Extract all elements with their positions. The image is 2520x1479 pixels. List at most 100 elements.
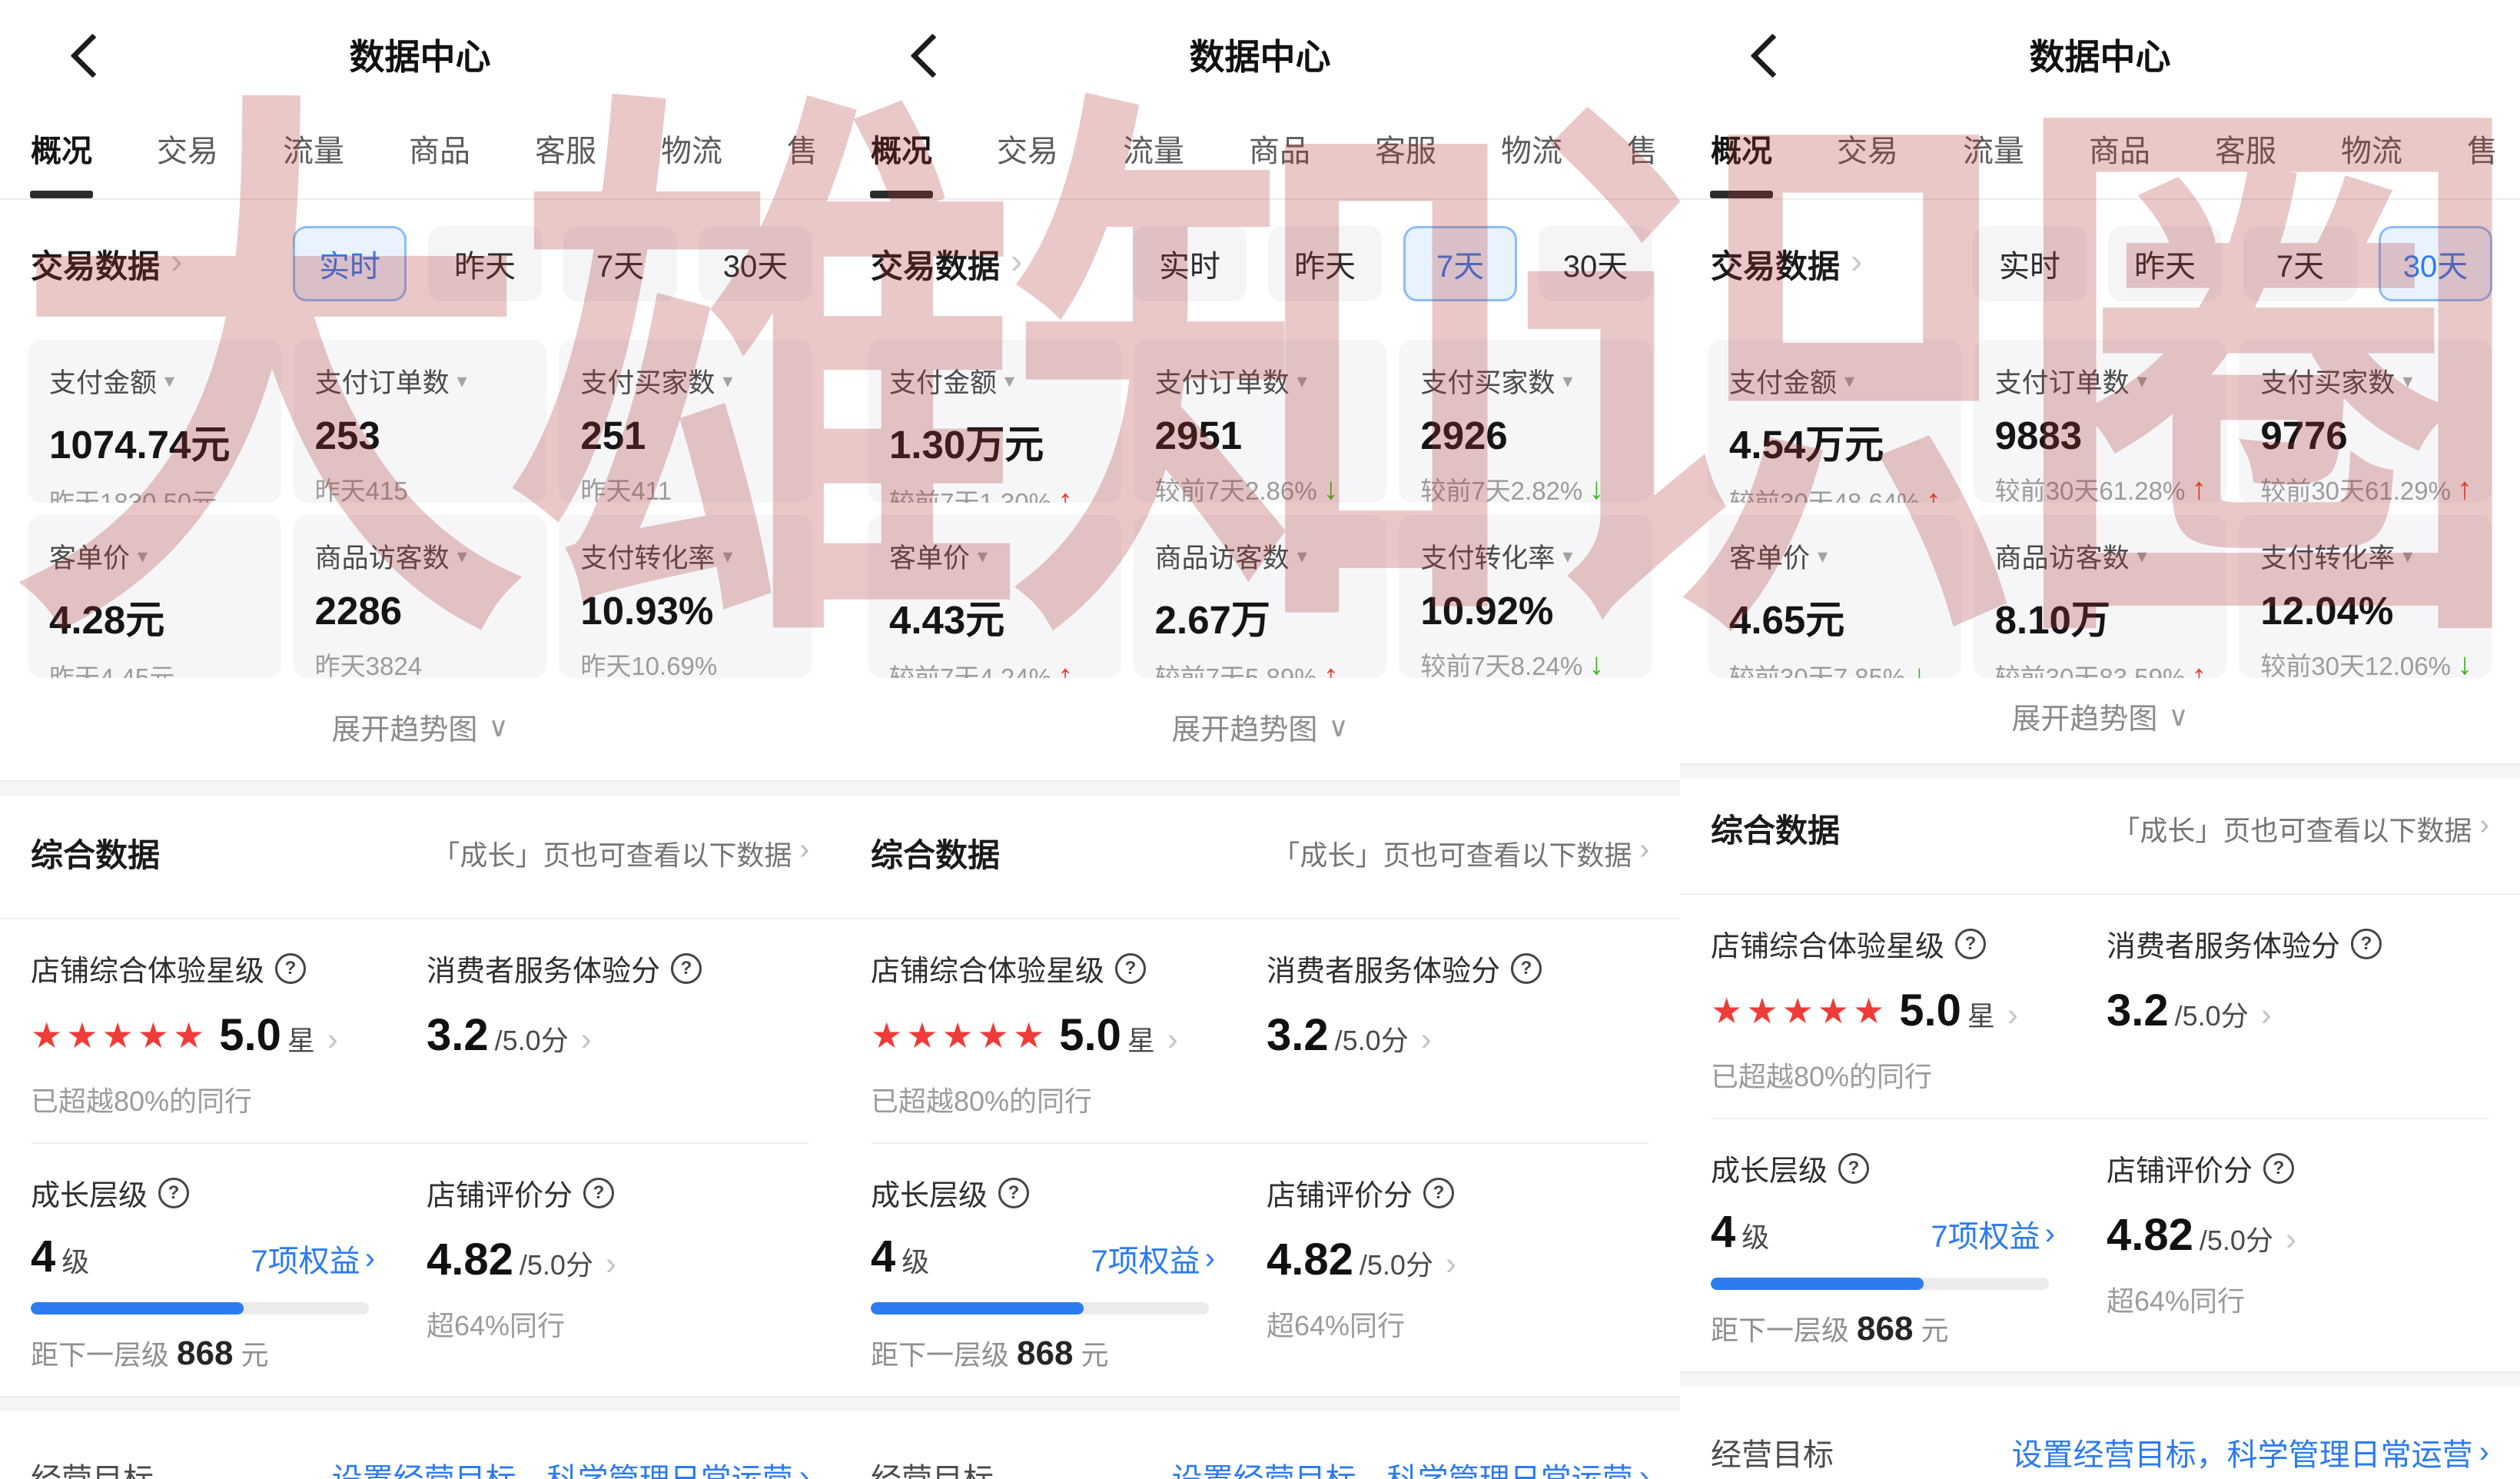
star-score-link[interactable]: ★★★★★ 5.0 星 › [31, 1010, 338, 1060]
star-score-link[interactable]: ★★★★★ 5.0 星 › [1711, 985, 2018, 1035]
help-icon[interactable]: ? [1511, 952, 1542, 984]
caret-down-icon[interactable]: ▾ [722, 369, 733, 392]
caret-down-icon[interactable]: ▾ [978, 544, 988, 567]
back-button[interactable] [1748, 33, 1795, 78]
tab-logistics[interactable]: 物流 [661, 135, 722, 168]
metric-card[interactable]: 商品访客数 ▾ 8.10万 较前30天83.59% ↑ [1973, 515, 2227, 678]
benefits-link[interactable]: 7项权益 › [1091, 1241, 1215, 1279]
metric-card[interactable]: 支付买家数 ▾ 251 昨天411 [559, 340, 812, 503]
tab-traffic[interactable]: 流量 [1963, 135, 2024, 168]
metric-card[interactable]: 支付金额 ▾ 4.54万元 较前30天48.64% ↑ [1708, 340, 1961, 503]
filter-yesterday[interactable]: 昨天 [428, 226, 542, 301]
filter-7day[interactable]: 7天 [1403, 226, 1517, 301]
tab-trade[interactable]: 交易 [157, 135, 218, 168]
caret-down-icon[interactable]: ▾ [1297, 544, 1307, 567]
metric-card[interactable]: 支付转化率 ▾ 10.92% 较前7天8.24% ↓ [1399, 515, 1652, 678]
back-button[interactable] [68, 33, 115, 78]
shop-rating-link[interactable]: 4.82 /5.0分 › [2107, 1210, 2296, 1260]
tab-overview[interactable]: 概况 [30, 98, 93, 198]
expand-trend-button[interactable]: 展开趋势图 ∨ [2011, 700, 2189, 736]
help-icon[interactable]: ? [1838, 1152, 1870, 1184]
caret-down-icon[interactable]: ▾ [138, 544, 148, 567]
tab-logistics[interactable]: 物流 [1501, 135, 1562, 168]
tab-service[interactable]: 客服 [1375, 135, 1436, 168]
metric-card[interactable]: 客单价 ▾ 4.65元 较前30天7.85% ↓ [1708, 515, 1961, 678]
tab-aftersale[interactable]: 售 [2467, 135, 2498, 168]
expand-trend-button[interactable]: 展开趋势图 ∨ [1171, 710, 1349, 747]
benefits-link[interactable]: 7项权益 › [1931, 1216, 2055, 1255]
shop-rating-link[interactable]: 4.82 /5.0分 › [1267, 1235, 1456, 1285]
help-icon[interactable]: ? [2351, 928, 2382, 959]
metric-card[interactable]: 支付买家数 ▾ 9776 较前30天61.29% ↑ [2239, 340, 2492, 503]
help-icon[interactable]: ? [158, 1177, 190, 1208]
tab-aftersale[interactable]: 售 [787, 135, 818, 168]
star-score-link[interactable]: ★★★★★ 5.0 星 › [871, 1010, 1178, 1060]
tab-service[interactable]: 客服 [535, 135, 596, 168]
filter-7day[interactable]: 7天 [2243, 226, 2357, 301]
help-icon[interactable]: ? [998, 1177, 1030, 1208]
filter-30day[interactable]: 30天 [699, 226, 812, 301]
tab-product[interactable]: 商品 [1249, 135, 1310, 168]
growth-page-link[interactable]: 「成长」页也可查看以下数据 › [432, 833, 809, 871]
metric-card[interactable]: 支付订单数 ▾ 9883 较前30天61.28% ↑ [1973, 340, 2227, 503]
tab-logistics[interactable]: 物流 [2341, 135, 2402, 168]
filter-realtime[interactable]: 实时 [1133, 226, 1247, 301]
filter-realtime[interactable]: 实时 [1973, 226, 2087, 301]
set-goal-link[interactable]: 设置经营目标，科学管理日常运营› [1172, 1454, 1649, 1479]
service-score-link[interactable]: 3.2 /5.0分 › [427, 1010, 592, 1060]
filter-30day[interactable]: 30天 [1539, 226, 1652, 301]
metric-card[interactable]: 支付订单数 ▾ 253 昨天415 [293, 340, 547, 503]
shop-rating-link[interactable]: 4.82 /5.0分 › [427, 1235, 616, 1285]
caret-down-icon[interactable]: ▾ [722, 544, 733, 567]
tab-traffic[interactable]: 流量 [1123, 135, 1184, 168]
expand-trend-button[interactable]: 展开趋势图 ∨ [331, 710, 509, 747]
tab-aftersale[interactable]: 售 [1627, 135, 1658, 168]
metric-card[interactable]: 支付转化率 ▾ 12.04% 较前30天12.06% ↓ [2239, 515, 2492, 678]
metric-card[interactable]: 支付买家数 ▾ 2926 较前7天2.82% ↓ [1399, 340, 1652, 503]
tab-traffic[interactable]: 流量 [283, 135, 344, 168]
tab-trade[interactable]: 交易 [997, 135, 1058, 168]
help-icon[interactable]: ? [1115, 952, 1147, 984]
help-icon[interactable]: ? [2263, 1152, 2295, 1184]
caret-down-icon[interactable]: ▾ [2402, 369, 2413, 392]
filter-yesterday[interactable]: 昨天 [1268, 226, 1382, 301]
caret-down-icon[interactable]: ▾ [1562, 544, 1573, 567]
help-icon[interactable]: ? [583, 1177, 615, 1208]
back-button[interactable] [908, 33, 955, 78]
caret-down-icon[interactable]: ▾ [1004, 369, 1015, 392]
caret-down-icon[interactable]: ▾ [2137, 544, 2147, 567]
metric-card[interactable]: 支付转化率 ▾ 10.93% 昨天10.69% [559, 515, 812, 678]
caret-down-icon[interactable]: ▾ [1844, 369, 1855, 392]
caret-down-icon[interactable]: ▾ [1818, 544, 1828, 567]
set-goal-link[interactable]: 设置经营目标，科学管理日常运营› [2011, 1434, 2489, 1473]
filter-realtime[interactable]: 实时 [293, 226, 407, 301]
caret-down-icon[interactable]: ▾ [457, 369, 467, 392]
set-goal-link[interactable]: 设置经营目标，科学管理日常运营› [332, 1454, 809, 1479]
growth-page-link[interactable]: 「成长」页也可查看以下数据 › [1272, 833, 1649, 871]
service-score-link[interactable]: 3.2 /5.0分 › [2107, 985, 2272, 1035]
metric-card[interactable]: 客单价 ▾ 4.28元 昨天4.45元 [28, 515, 281, 678]
help-icon[interactable]: ? [1423, 1177, 1455, 1208]
benefits-link[interactable]: 7项权益 › [251, 1241, 375, 1279]
tab-product[interactable]: 商品 [409, 135, 470, 168]
caret-down-icon[interactable]: ▾ [1297, 369, 1307, 392]
metric-card[interactable]: 支付金额 ▾ 1074.74元 昨天1830.50元 [28, 340, 281, 503]
caret-down-icon[interactable]: ▾ [2402, 544, 2413, 567]
filter-7day[interactable]: 7天 [563, 226, 677, 301]
metric-card[interactable]: 商品访客数 ▾ 2.67万 较前7天5.89% ↑ [1133, 515, 1387, 678]
tab-overview[interactable]: 概况 [870, 98, 933, 198]
help-icon[interactable]: ? [671, 952, 702, 984]
metric-card[interactable]: 商品访客数 ▾ 2286 昨天3824 [293, 515, 547, 678]
caret-down-icon[interactable]: ▾ [1562, 369, 1573, 392]
filter-30day[interactable]: 30天 [2379, 226, 2492, 301]
growth-page-link[interactable]: 「成长」页也可查看以下数据 › [2112, 809, 2489, 846]
tab-product[interactable]: 商品 [2089, 135, 2150, 168]
service-score-link[interactable]: 3.2 /5.0分 › [1267, 1010, 1432, 1060]
filter-yesterday[interactable]: 昨天 [2108, 226, 2222, 301]
metric-card[interactable]: 支付金额 ▾ 1.30万元 较前7天1.30% ↑ [868, 340, 1121, 503]
metric-card[interactable]: 客单价 ▾ 4.43元 较前7天4.24% ↑ [868, 515, 1121, 678]
help-icon[interactable]: ? [275, 952, 307, 984]
tab-trade[interactable]: 交易 [1837, 135, 1898, 168]
caret-down-icon[interactable]: ▾ [164, 369, 175, 392]
tab-overview[interactable]: 概况 [1710, 98, 1773, 198]
